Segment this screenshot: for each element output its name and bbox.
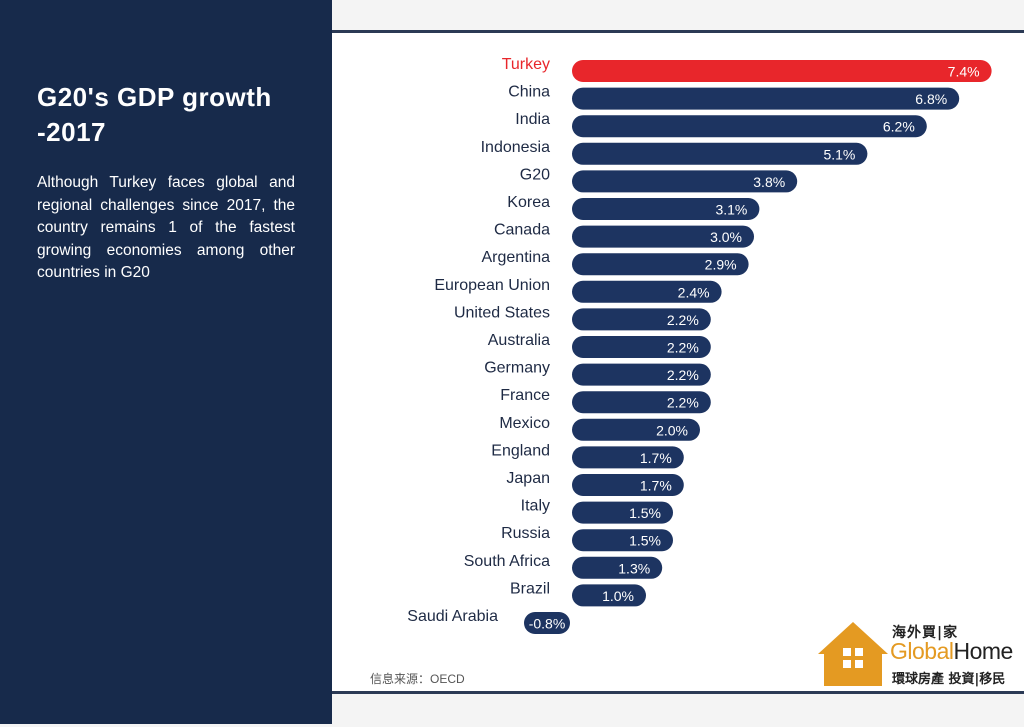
value-label: 1.7% [640, 450, 672, 466]
chart-panel [332, 33, 1024, 691]
category-label: India [515, 111, 550, 128]
logo-chinese-top: 海外買|家 [892, 625, 959, 641]
category-label: Korea [507, 194, 550, 211]
value-label: 1.0% [602, 588, 634, 604]
value-label: 2.2% [667, 312, 699, 328]
value-label: 2.2% [667, 340, 699, 356]
bar-brazil [572, 584, 646, 607]
bar-russia [572, 529, 673, 552]
value-label: 1.5% [629, 505, 661, 521]
description-text: Although Turkey faces global and regiona… [37, 174, 295, 281]
chart-clip: 7.4% Turkey 6.8% China 6.2% India 5.1% Indonesi… [332, 33, 1024, 691]
bar-england [572, 446, 684, 469]
bar-indonesia [572, 142, 868, 165]
category-label: United States [454, 304, 550, 321]
bottom-divider [332, 691, 1024, 727]
bar-germany [572, 363, 711, 386]
source-note: 信息来源：OECD [370, 672, 465, 686]
category-label: G20 [520, 166, 550, 183]
bar-g20 [572, 170, 798, 193]
category-label: European Union [434, 277, 550, 294]
bar-china [572, 87, 960, 110]
category-label: Japan [506, 470, 550, 487]
bar-south-africa [572, 556, 663, 579]
category-label: Germany [484, 360, 550, 377]
value-label: 2.0% [656, 422, 688, 438]
category-label: Argentina [482, 249, 551, 266]
value-label: -0.8% [529, 616, 566, 632]
bar-european-union [572, 280, 722, 303]
bar-india [572, 115, 927, 138]
bar-united-states [572, 308, 711, 331]
bar-france [572, 391, 711, 414]
category-label: Turkey [502, 56, 550, 73]
bar-mexico [572, 418, 700, 441]
value-label: 2.4% [678, 284, 710, 300]
category-label: Italy [521, 498, 550, 515]
house-logo-icon [818, 622, 888, 686]
globalhome-logo: 海外買|家 GlobalHome 環球房產 投資|移民 [816, 618, 1022, 690]
category-label: Indonesia [481, 139, 550, 156]
value-label: 1.7% [640, 478, 672, 494]
category-label: Canada [494, 222, 550, 239]
bar-australia [572, 336, 711, 358]
top-divider [332, 0, 1024, 33]
bar-turkey [572, 60, 992, 82]
value-label: 7.4% [948, 64, 980, 80]
bar-argentina [572, 253, 749, 276]
bar-canada [572, 225, 754, 248]
category-label: Australia [488, 332, 550, 349]
value-label: 3.1% [715, 202, 747, 218]
value-label: 2.9% [705, 257, 737, 273]
bar-italy [572, 501, 673, 524]
value-label: 2.2% [667, 395, 699, 411]
bar-korea [572, 198, 760, 220]
logo-brand: GlobalHome [890, 638, 1013, 665]
logo-brand-home: Home [953, 638, 1013, 664]
logo-brand-global: Global [890, 638, 954, 664]
category-label: Brazil [510, 580, 550, 597]
category-label: France [500, 387, 550, 404]
category-label: England [491, 442, 550, 459]
value-label: 1.3% [618, 560, 650, 576]
category-label: Saudi Arabia [407, 608, 498, 625]
value-label: 3.8% [753, 174, 785, 190]
gdp-growth-bar-chart: 7.4% Turkey 6.8% China 6.2% India 5.1% Indonesi… [407, 56, 992, 634]
value-label: 2.2% [667, 367, 699, 383]
bar-japan [572, 474, 684, 496]
value-label: 6.2% [883, 119, 915, 135]
category-label: China [508, 84, 550, 101]
value-label: 1.5% [629, 533, 661, 549]
category-label: South Africa [464, 553, 550, 570]
value-label: 6.8% [915, 91, 947, 107]
page-title: G20's GDP growth -2017 [37, 82, 272, 147]
category-label: Mexico [499, 415, 550, 432]
value-label: 5.1% [823, 146, 855, 162]
logo-chinese-bottom: 環球房產 投資|移民 [892, 672, 1006, 687]
value-label: 3.0% [710, 229, 742, 245]
bar-saudi-arabia [524, 612, 570, 634]
category-label: Russia [501, 525, 550, 542]
sidebar: G20's GDP growth -2017 Although Turkey f… [0, 0, 332, 724]
